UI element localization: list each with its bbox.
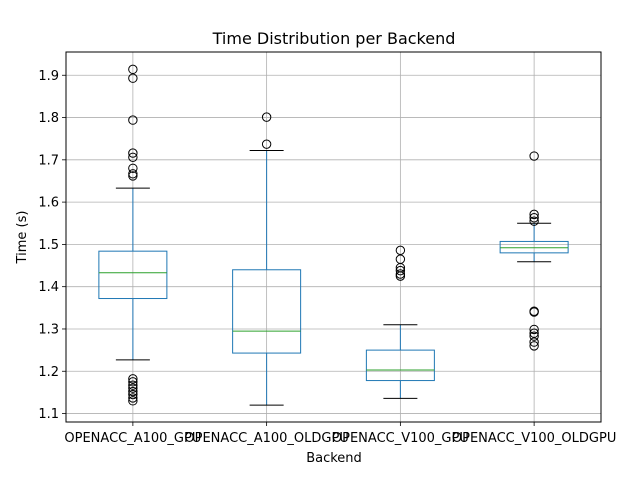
iqr-box	[499, 240, 569, 254]
outlier-point	[395, 265, 406, 276]
outlier-point	[128, 163, 138, 173]
outlier-point	[529, 209, 539, 220]
outlier-point	[529, 216, 539, 226]
outlier-point	[529, 331, 539, 341]
outlier-point	[128, 171, 138, 181]
y-axis-label: Time (s)	[15, 211, 30, 265]
box-group	[365, 245, 435, 399]
x-tick-label: OPENACC_A100_OLDGPU	[184, 431, 348, 446]
y-tick-label: 1.4	[38, 280, 59, 295]
y-tick-label: 1.2	[38, 365, 59, 380]
outlier-point	[128, 380, 138, 390]
iqr-box	[232, 269, 302, 354]
outlier-point	[128, 393, 138, 403]
outlier-point	[128, 148, 138, 158]
y-tick-label: 1.1	[38, 407, 59, 422]
outlier-point	[128, 73, 138, 83]
box-group	[499, 151, 569, 351]
outlier-point	[529, 337, 539, 347]
y-tick-label: 1.9	[38, 69, 59, 84]
outlier-point	[529, 213, 539, 223]
outlier-point	[261, 112, 272, 122]
box-group	[232, 112, 302, 406]
outlier-point	[529, 341, 539, 351]
outlier-point	[128, 115, 138, 125]
box-group	[98, 64, 168, 406]
outlier-point	[128, 396, 138, 406]
boxes	[98, 64, 569, 406]
outlier-point	[529, 324, 539, 335]
x-axis-ticks: OPENACC_A100_GPUOPENACC_A100_OLDGPUOPENA…	[64, 422, 616, 446]
y-tick-label: 1.8	[38, 111, 59, 126]
outlier-point	[128, 374, 138, 384]
y-tick-label: 1.7	[38, 153, 59, 168]
iqr-box	[98, 250, 168, 300]
outlier-point	[128, 377, 138, 387]
outlier-point	[395, 269, 406, 279]
outlier-point	[128, 389, 138, 400]
chart-title: Time Distribution per Backend	[212, 29, 456, 48]
grid	[66, 52, 601, 422]
y-axis-ticks: 1.1 1.2 1.3 1.4 1.5 1.6 1.7 1.8 1.9	[38, 69, 66, 422]
y-tick-label: 1.3	[38, 322, 59, 337]
outlier-point	[261, 139, 272, 149]
x-tick-label: OPENACC_V100_OLDGPU	[452, 431, 616, 446]
iqr-box	[365, 349, 435, 382]
plot-frame	[65, 51, 602, 423]
outlier-point	[128, 383, 138, 393]
outlier-point	[395, 271, 406, 281]
outlier-point	[128, 386, 138, 397]
outlier-point	[128, 169, 138, 179]
y-tick-label: 1.6	[38, 196, 59, 211]
outlier-point	[529, 307, 539, 317]
x-tick-label: OPENACC_A100_GPU	[64, 431, 201, 446]
outlier-point	[529, 151, 539, 161]
outlier-point	[128, 152, 138, 162]
y-tick-label: 1.5	[38, 238, 59, 253]
x-axis-label: Backend	[306, 451, 362, 466]
x-tick-label: OPENACC_V100_GPU	[332, 431, 469, 446]
